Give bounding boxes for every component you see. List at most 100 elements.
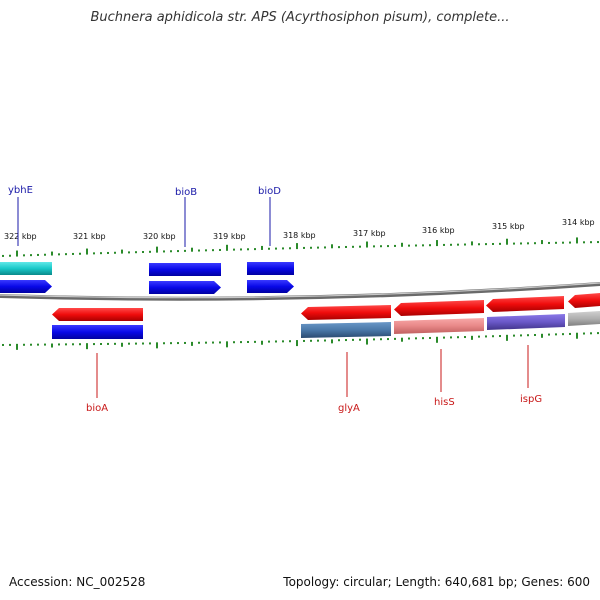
lower-tick: [23, 343, 25, 346]
lower-tick: [457, 336, 459, 339]
upper-tick: [261, 245, 263, 250]
upper-tick: [156, 246, 158, 253]
next-reverse-gene[interactable]: [568, 293, 600, 308]
scale-label-321: 321 kbp: [73, 232, 106, 241]
lower-tick: [485, 335, 487, 338]
upper-tick: [296, 243, 298, 250]
ybhE-feature[interactable]: [0, 262, 52, 275]
lower-tick: [114, 342, 116, 345]
ybhE-gene[interactable]: [0, 280, 52, 293]
lower-tick: [205, 341, 207, 344]
upper-tick: [226, 244, 228, 251]
upper-tick: [128, 251, 130, 254]
upper-tick: [562, 241, 564, 244]
reverse-outer-track: [52, 311, 600, 339]
lower-tick: [219, 341, 221, 344]
hisS-gene[interactable]: [394, 300, 484, 316]
gene-label-bioA[interactable]: bioA: [86, 403, 108, 414]
bioA-gene[interactable]: [52, 308, 143, 321]
upper-tick: [212, 249, 214, 252]
ispG-gene[interactable]: [486, 296, 564, 312]
upper-tick: [100, 252, 102, 255]
lower-tick: [478, 335, 480, 338]
upper-tick: [51, 251, 53, 256]
lower-tick: [310, 339, 312, 342]
lower-tick: [527, 334, 529, 337]
lower-tick: [191, 341, 193, 346]
upper-tick: [576, 237, 578, 244]
lower-tick: [163, 342, 165, 345]
gene-labels: ybhE bioB bioD bioA glyA hisS ispG: [8, 185, 542, 414]
lower-tick: [569, 332, 571, 335]
upper-tick: [485, 243, 487, 246]
ispG-feature-outer[interactable]: [487, 314, 565, 330]
upper-tick: [352, 245, 354, 248]
lower-tick: [387, 338, 389, 341]
upper-tick: [44, 253, 46, 256]
scale-label-318: 318 kbp: [283, 231, 316, 240]
glyA-feature-outer[interactable]: [301, 322, 391, 338]
bioD-gene[interactable]: [247, 280, 294, 293]
bioA-feature-outer[interactable]: [52, 325, 143, 339]
gene-label-connectors: [17, 197, 529, 398]
lower-tick: [107, 342, 109, 345]
upper-tick: [275, 247, 277, 250]
next-feature-outer[interactable]: [568, 311, 600, 326]
lower-tick: [226, 341, 228, 348]
lower-tick: [303, 339, 305, 342]
lower-tick: [142, 342, 144, 345]
upper-tick: [429, 244, 431, 247]
upper-tick: [471, 241, 473, 246]
upper-scale-ticks: [2, 237, 599, 257]
gene-label-ybhE[interactable]: ybhE: [8, 185, 33, 196]
upper-tick: [331, 244, 333, 249]
gene-label-hisS[interactable]: hisS: [434, 397, 455, 408]
lower-tick: [492, 335, 494, 338]
upper-tick: [142, 251, 144, 254]
lower-tick: [261, 340, 263, 345]
upper-tick: [436, 240, 438, 247]
upper-tick: [86, 248, 88, 255]
lower-tick: [450, 336, 452, 339]
hisS-feature-outer[interactable]: [394, 318, 484, 334]
lower-tick: [499, 335, 501, 338]
lower-tick: [86, 343, 88, 350]
lower-tick: [121, 342, 123, 347]
genome-title: Buchnera aphidicola str. APS (Acyrthosip…: [90, 10, 510, 25]
gene-label-bioB[interactable]: bioB: [175, 187, 197, 198]
upper-tick: [569, 241, 571, 244]
lower-tick: [555, 333, 557, 336]
lower-tick: [93, 343, 95, 346]
scale-label-316: 316 kbp: [422, 226, 455, 235]
scale-label-322: 322 kbp: [4, 232, 37, 241]
lower-tick: [394, 337, 396, 340]
upper-tick: [492, 242, 494, 245]
bioB-feature-outer[interactable]: [149, 263, 221, 276]
upper-tick: [121, 249, 123, 254]
lower-tick: [373, 338, 375, 341]
glyA-gene[interactable]: [301, 305, 391, 320]
upper-tick: [23, 254, 25, 257]
bioD-feature-outer[interactable]: [247, 262, 294, 275]
gene-label-ispG[interactable]: ispG: [520, 394, 542, 405]
upper-tick: [506, 238, 508, 245]
upper-tick: [233, 248, 235, 251]
upper-tick: [464, 243, 466, 246]
upper-tick: [58, 253, 60, 256]
upper-tick: [16, 250, 18, 257]
upper-tick: [240, 248, 242, 251]
lower-tick: [513, 334, 515, 337]
lower-tick: [254, 340, 256, 343]
gene-label-glyA[interactable]: glyA: [338, 403, 360, 414]
lower-tick: [198, 341, 200, 344]
upper-tick: [310, 246, 312, 249]
forward-outer-track: [0, 262, 294, 276]
lower-tick: [282, 340, 284, 343]
upper-tick: [450, 243, 452, 246]
lower-tick: [156, 342, 158, 349]
gene-label-bioD[interactable]: bioD: [258, 186, 281, 197]
lower-tick: [422, 337, 424, 340]
upper-tick: [198, 249, 200, 252]
upper-tick: [72, 252, 74, 255]
bioB-gene[interactable]: [149, 281, 221, 294]
